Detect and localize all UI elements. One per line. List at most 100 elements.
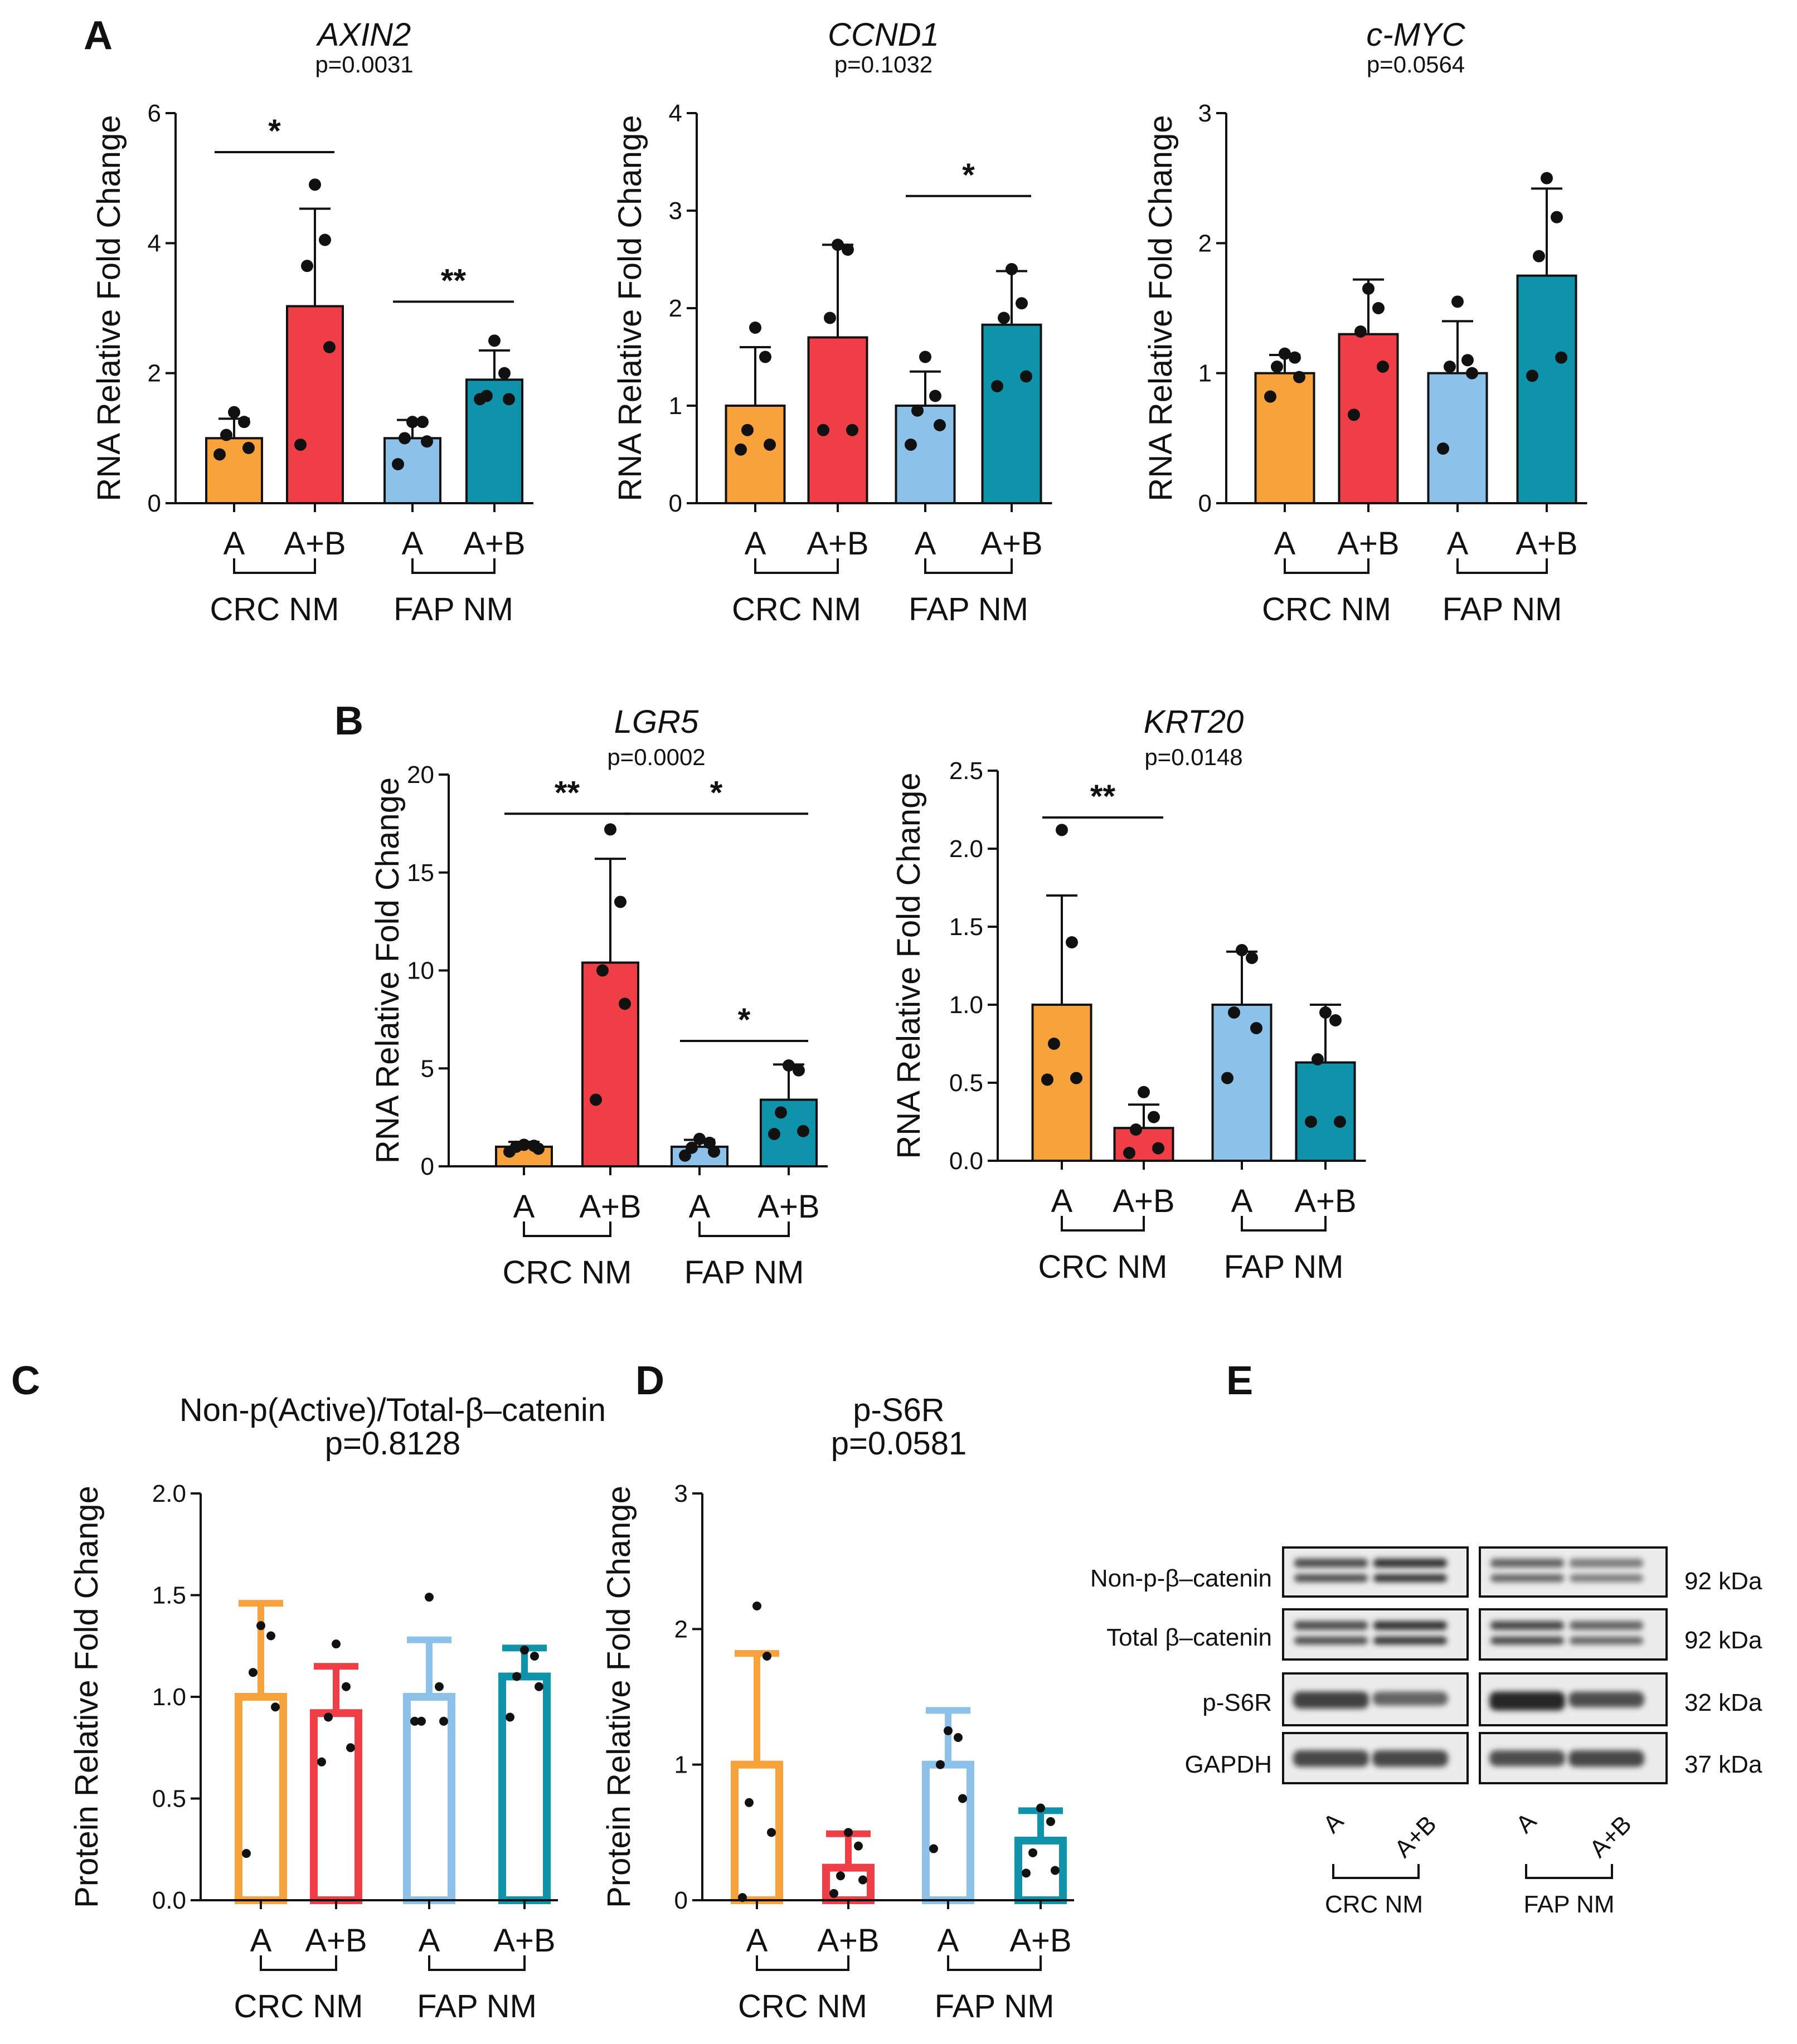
axin2-group-label-0: CRC NM — [210, 591, 339, 627]
cmyc-point-0-4 — [1279, 347, 1291, 360]
ps6r-point-2-0 — [929, 1844, 938, 1853]
cmyc-point-2-2 — [1444, 361, 1456, 373]
lgr5-ytick-label-3: 15 — [407, 859, 434, 887]
axin2-cat-label-2: A — [402, 525, 424, 562]
lgr5-point-3-4 — [783, 1059, 795, 1072]
axin2-cat-label-0: A — [224, 525, 245, 562]
axin2-point-0-3 — [238, 416, 250, 429]
ccnd1-point-1-0 — [817, 424, 829, 436]
ccnd1-bar-1 — [807, 336, 868, 504]
ps6r-bar-2 — [922, 1760, 974, 1905]
axin2-title: AXIN2 — [316, 17, 411, 53]
cmyc-point-2-0 — [1437, 442, 1449, 455]
wb-bracket-fap — [1525, 1864, 1613, 1879]
ccnd1-point-2-3 — [929, 390, 941, 402]
wb-group-fap: FAP NM — [1523, 1891, 1614, 1918]
ps6r-ytick-label-1: 1 — [674, 1751, 688, 1779]
krt20-point-2-3 — [1246, 952, 1258, 964]
cmyc-bracket-1 — [1456, 558, 1548, 574]
panel-label-a: A — [84, 13, 113, 58]
krt20-bar-1 — [1113, 1127, 1174, 1162]
cmyc-point-3-3 — [1551, 211, 1563, 223]
krt20-bracket-1 — [1241, 1216, 1327, 1232]
wb-band-upper-0-1-1 — [1570, 1559, 1643, 1568]
krt20-point-2-4 — [1236, 944, 1248, 956]
ccnd1-point-1-4 — [832, 239, 844, 251]
lgr5-point-2-3 — [703, 1136, 716, 1149]
ccnd1-ytick-label-1: 1 — [669, 392, 682, 420]
lgr5-point-2-4 — [693, 1132, 706, 1145]
ps6r-pvalue: p=0.0581 — [831, 1425, 967, 1462]
ps6r-point-3-4 — [1036, 1803, 1045, 1813]
axin2-cat-label-3: A+B — [463, 525, 525, 562]
axin2-point-1-3 — [319, 233, 331, 246]
ccnd1-point-3-1 — [1020, 370, 1032, 383]
lgr5-point-1-0 — [590, 1093, 602, 1106]
krt20-point-1-3 — [1148, 1111, 1160, 1123]
catenin-bar-3 — [498, 1672, 551, 1904]
lgr5-point-0-3 — [528, 1140, 540, 1152]
ps6r-point-0-3 — [762, 1652, 771, 1661]
wb-lane-fap-a: A — [1511, 1807, 1542, 1838]
lgr5-bar-1 — [581, 961, 639, 1167]
lgr5-bracket-1 — [698, 1221, 790, 1237]
wb-lane-crc-ab: A+B — [1389, 1811, 1441, 1863]
krt20-point-1-4 — [1138, 1086, 1150, 1098]
wb-band-upper-1-1-0 — [1490, 1621, 1564, 1630]
catenin-cat-label-1: A+B — [305, 1923, 367, 1959]
lgr5-point-3-0 — [768, 1128, 780, 1141]
catenin-ylabel: Protein Relative Fold Change — [69, 1486, 105, 1908]
ccnd1-point-3-2 — [998, 312, 1010, 324]
ps6r-point-1-4 — [844, 1828, 853, 1837]
krt20-point-2-1 — [1250, 1022, 1262, 1034]
catenin-ytick-label-2: 1.0 — [152, 1683, 186, 1711]
ccnd1-cat-label-1: A+B — [807, 525, 868, 562]
lgr5-sig-label-2: * — [738, 1002, 751, 1038]
ccnd1-point-0-1 — [764, 439, 776, 451]
ccnd1-point-0-0 — [735, 443, 747, 456]
lgr5-cat-label-0: A — [513, 1189, 535, 1225]
cmyc-point-1-2 — [1354, 325, 1367, 338]
lgr5-group-label-1: FAP NM — [684, 1254, 804, 1291]
axin2-point-2-0 — [392, 458, 404, 470]
cmyc-ylabel: RNA Relative Fold Change — [1143, 115, 1179, 501]
catenin-point-2-0 — [410, 1716, 419, 1726]
cmyc-point-0-0 — [1264, 390, 1276, 403]
krt20-bracket-0 — [1061, 1216, 1145, 1232]
ps6r-cat-label-2: A — [938, 1923, 959, 1959]
catenin-point-1-3 — [342, 1682, 351, 1691]
catenin-cat-label-0: A — [250, 1923, 272, 1959]
ccnd1-bracket-1 — [924, 558, 1013, 574]
wb-band-3-0-0 — [1293, 1750, 1369, 1767]
axin2-bar-1 — [286, 305, 344, 504]
wb-band-lower-0-0-0 — [1294, 1574, 1368, 1582]
catenin-group-label-1: FAP NM — [417, 1988, 537, 2024]
ccnd1-cat-label-3: A+B — [980, 525, 1042, 562]
ps6r-point-2-2 — [936, 1760, 945, 1769]
lgr5-ytick-label-1: 5 — [421, 1055, 434, 1082]
ps6r-point-2-4 — [944, 1726, 953, 1735]
wb-band-3-1-0 — [1489, 1750, 1565, 1766]
ccnd1-point-3-4 — [1006, 263, 1018, 275]
catenin-point-1-1 — [346, 1743, 355, 1753]
wb-band-lower-1-1-0 — [1490, 1637, 1564, 1644]
cmyc-point-1-1 — [1377, 361, 1389, 373]
wb-band-lower-0-0-1 — [1373, 1574, 1447, 1582]
catenin-point-2-1 — [439, 1716, 448, 1726]
chart-krt20: KRT20 p=0.0148 RNA Relative Fold Change 0.0… — [891, 704, 1366, 1285]
ps6r-point-0-4 — [752, 1601, 761, 1610]
lgr5-ytick-label-4: 20 — [407, 761, 434, 789]
ps6r-title: p-S6R — [853, 1392, 944, 1428]
krt20-title: KRT20 — [1144, 704, 1244, 740]
ps6r-point-0-1 — [767, 1828, 776, 1837]
catenin-point-3-3 — [530, 1652, 539, 1661]
krt20-group-label-1: FAP NM — [1224, 1249, 1344, 1285]
lgr5-point-3-2 — [775, 1106, 787, 1119]
ccnd1-ytick-label-0: 0 — [669, 490, 682, 517]
lgr5-point-0-4 — [518, 1138, 530, 1151]
catenin-point-1-2 — [324, 1712, 333, 1722]
wb-group-crc: CRC NM — [1325, 1891, 1423, 1918]
ccnd1-point-2-4 — [919, 351, 931, 363]
cmyc-point-2-1 — [1466, 367, 1478, 379]
